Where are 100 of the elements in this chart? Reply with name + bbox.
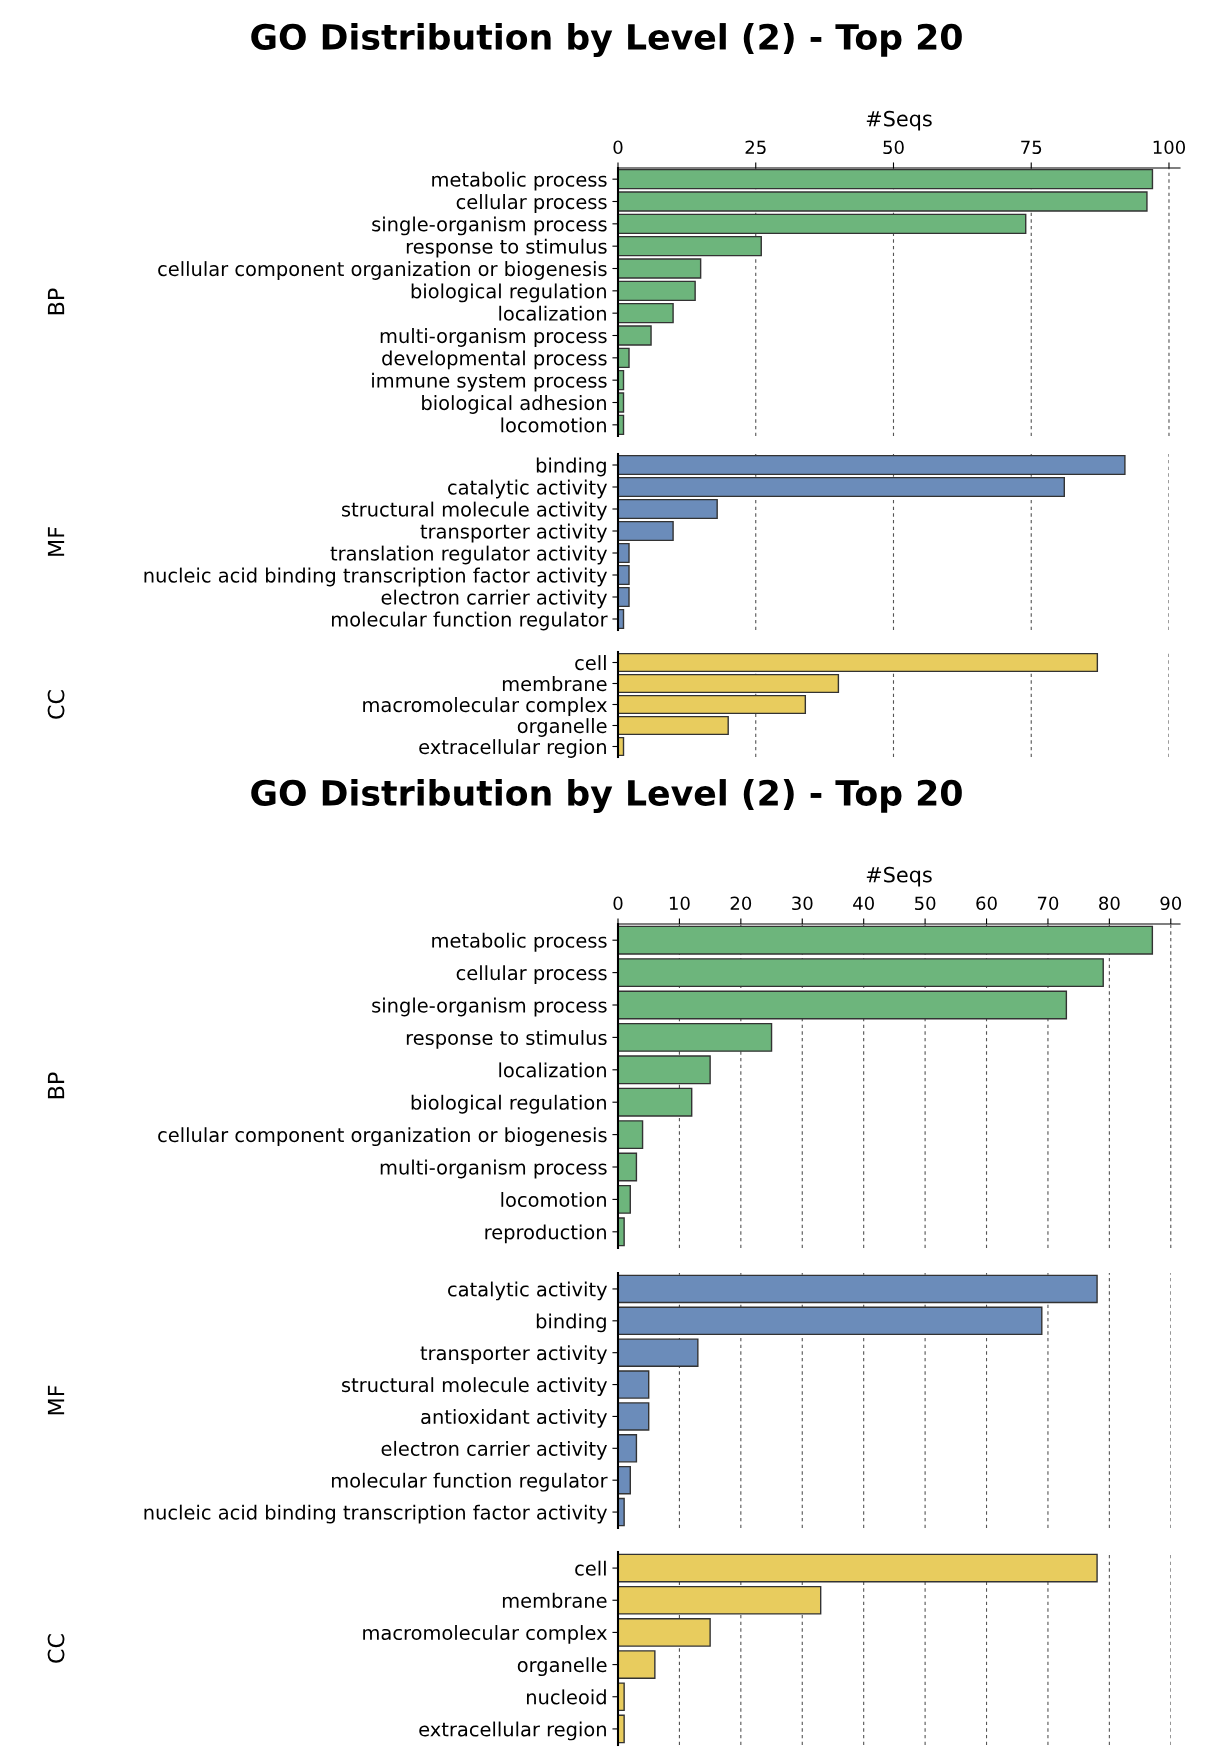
bar bbox=[618, 1370, 650, 1399]
bar bbox=[618, 1120, 644, 1150]
bar bbox=[618, 990, 1068, 1020]
bar bbox=[618, 1338, 699, 1367]
y-tick-label: cellular process bbox=[456, 194, 607, 213]
y-tick-label: nucleic acid binding transcription factor activity bbox=[144, 1504, 608, 1524]
bar bbox=[618, 958, 1104, 988]
x-tick-label: 70 bbox=[1037, 896, 1059, 911]
bar bbox=[618, 652, 1099, 673]
y-tick-label: macromolecular complex bbox=[363, 697, 607, 716]
bar bbox=[618, 235, 762, 257]
x-tick-label: 80 bbox=[1099, 896, 1120, 911]
chart-title: GO Distribution by Level (2) - Top 20 bbox=[251, 23, 962, 57]
bar bbox=[618, 925, 1154, 955]
y-tick-label: nucleoid bbox=[527, 1689, 606, 1705]
y-tick-label: extracellular region bbox=[419, 1721, 606, 1741]
y-tick-label: locomotion bbox=[501, 1192, 606, 1208]
y-tick-label: cellular component organization or biogenesis bbox=[158, 1127, 607, 1147]
x-axis-title: #Seqs bbox=[866, 110, 932, 131]
y-tick-label: membrane bbox=[502, 676, 607, 692]
y-tick-label: reproduction bbox=[485, 1224, 606, 1244]
bar bbox=[618, 454, 1126, 476]
x-tick-label: 30 bbox=[792, 896, 813, 911]
bar bbox=[618, 1152, 638, 1182]
bar bbox=[618, 1055, 711, 1085]
x-tick-label: 50 bbox=[883, 140, 904, 155]
bar bbox=[618, 1553, 1098, 1583]
bar bbox=[618, 498, 718, 520]
bar bbox=[618, 1306, 1043, 1336]
y-tick-label: translation regulator activity bbox=[330, 545, 608, 565]
bar bbox=[618, 325, 652, 346]
y-tick-label: cellular process bbox=[456, 965, 607, 985]
y-tick-label: molecular function regulator bbox=[332, 611, 608, 631]
y-axis-title: MF bbox=[47, 1385, 65, 1415]
x-tick-label: 20 bbox=[730, 896, 752, 911]
y-axis-title: CC bbox=[47, 1634, 65, 1663]
y-tick-label: organelle bbox=[517, 718, 607, 737]
y-tick-label: catalytic activity bbox=[448, 479, 607, 499]
y-tick-label: multi-organism process bbox=[380, 1159, 607, 1179]
x-tick-label: 25 bbox=[745, 140, 766, 155]
bar bbox=[618, 715, 729, 736]
bar bbox=[618, 347, 630, 369]
y-tick-label: localization bbox=[499, 305, 606, 321]
bar bbox=[618, 213, 1027, 235]
y-tick-label: extracellular region bbox=[419, 739, 606, 758]
y-tick-label: immune system process bbox=[372, 372, 607, 392]
y-tick-label: biological adhesion bbox=[422, 395, 606, 414]
y-tick-label: metabolic process bbox=[432, 932, 607, 952]
y-tick-label: binding bbox=[536, 1313, 606, 1333]
bar bbox=[618, 542, 630, 564]
y-tick-label: single-organism process bbox=[372, 997, 607, 1017]
y-tick-label: localization bbox=[499, 1062, 606, 1078]
bar bbox=[618, 280, 696, 302]
y-tick-label: cell bbox=[575, 655, 606, 671]
y-tick-label: metabolic process bbox=[432, 171, 607, 191]
y-tick-label: cellular component organization or biogenesis bbox=[158, 261, 607, 280]
bar bbox=[618, 564, 630, 586]
y-tick-label: response to stimulus bbox=[406, 1030, 607, 1049]
y-tick-label: binding bbox=[536, 457, 606, 477]
y-tick-label: structural molecule activity bbox=[342, 501, 608, 521]
x-tick-label: 90 bbox=[1160, 896, 1182, 911]
x-axis-title: #Seqs bbox=[866, 866, 932, 887]
y-axis-title: BP bbox=[47, 1072, 65, 1099]
y-tick-label: organelle bbox=[517, 1657, 607, 1677]
y-tick-label: developmental process bbox=[382, 350, 607, 370]
y-tick-label: biological regulation bbox=[411, 1094, 606, 1114]
y-tick-label: locomotion bbox=[501, 417, 606, 433]
bar bbox=[618, 1087, 693, 1117]
bar bbox=[618, 1434, 638, 1463]
bar bbox=[618, 302, 674, 324]
bar bbox=[618, 1022, 773, 1052]
bar bbox=[618, 1274, 1098, 1304]
bar bbox=[618, 168, 1154, 190]
chart-title: GO Distribution by Level (2) - Top 20 bbox=[251, 779, 962, 813]
y-tick-label: response to stimulus bbox=[406, 238, 607, 258]
x-tick-label: 0 bbox=[613, 896, 623, 911]
bar bbox=[618, 520, 674, 542]
y-tick-label: electron carrier activity bbox=[381, 1440, 607, 1460]
x-tick-label: 10 bbox=[669, 896, 690, 911]
y-axis-title: BP bbox=[47, 288, 65, 315]
bar bbox=[618, 586, 630, 608]
y-axis-title: CC bbox=[47, 690, 65, 719]
bar bbox=[618, 476, 1065, 498]
y-tick-label: transporter activity bbox=[420, 523, 608, 543]
bar bbox=[618, 1465, 631, 1495]
y-tick-label: membrane bbox=[502, 1592, 607, 1608]
y-tick-label: antioxidant activity bbox=[421, 1409, 607, 1428]
x-tick-label: 60 bbox=[976, 896, 997, 911]
y-tick-label: biological regulation bbox=[411, 283, 606, 303]
x-tick-label: 100 bbox=[1153, 140, 1186, 155]
y-tick-label: cell bbox=[575, 1560, 606, 1576]
y-tick-label: catalytic activity bbox=[448, 1281, 607, 1301]
bar bbox=[618, 673, 840, 694]
bar bbox=[618, 258, 702, 279]
x-tick-label: 40 bbox=[853, 896, 874, 911]
bar bbox=[618, 694, 807, 715]
y-axis-title: MF bbox=[47, 527, 65, 556]
bar bbox=[618, 1618, 711, 1647]
y-tick-label: macromolecular complex bbox=[363, 1625, 607, 1644]
x-tick-label: 50 bbox=[915, 896, 936, 911]
